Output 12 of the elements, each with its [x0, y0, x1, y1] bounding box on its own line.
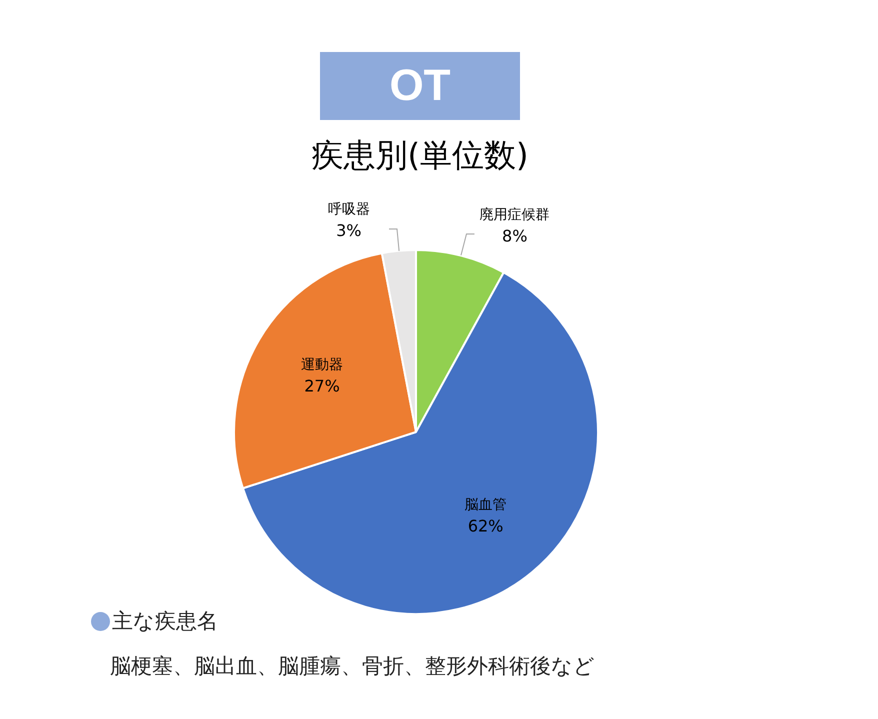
text: 脳梗塞、脳出血、脳腫瘍、骨折、整形外科術後など [110, 653, 595, 680]
chart-title: OT [320, 52, 520, 120]
data-label: 3% [336, 221, 362, 240]
data-label: 62% [468, 516, 504, 536]
slice-label: 廃用症候群 [480, 207, 550, 224]
data-label: 27% [304, 376, 340, 396]
slice-label: 脳血管 [464, 496, 507, 513]
slice-label: 呼吸器 [328, 202, 370, 218]
text: 主な疾患名 [112, 608, 218, 635]
chart-subtitle: 疾患別(単位数) [310, 135, 530, 176]
data-label: 8% [502, 226, 528, 246]
slice-label: 運動器 [301, 357, 344, 374]
